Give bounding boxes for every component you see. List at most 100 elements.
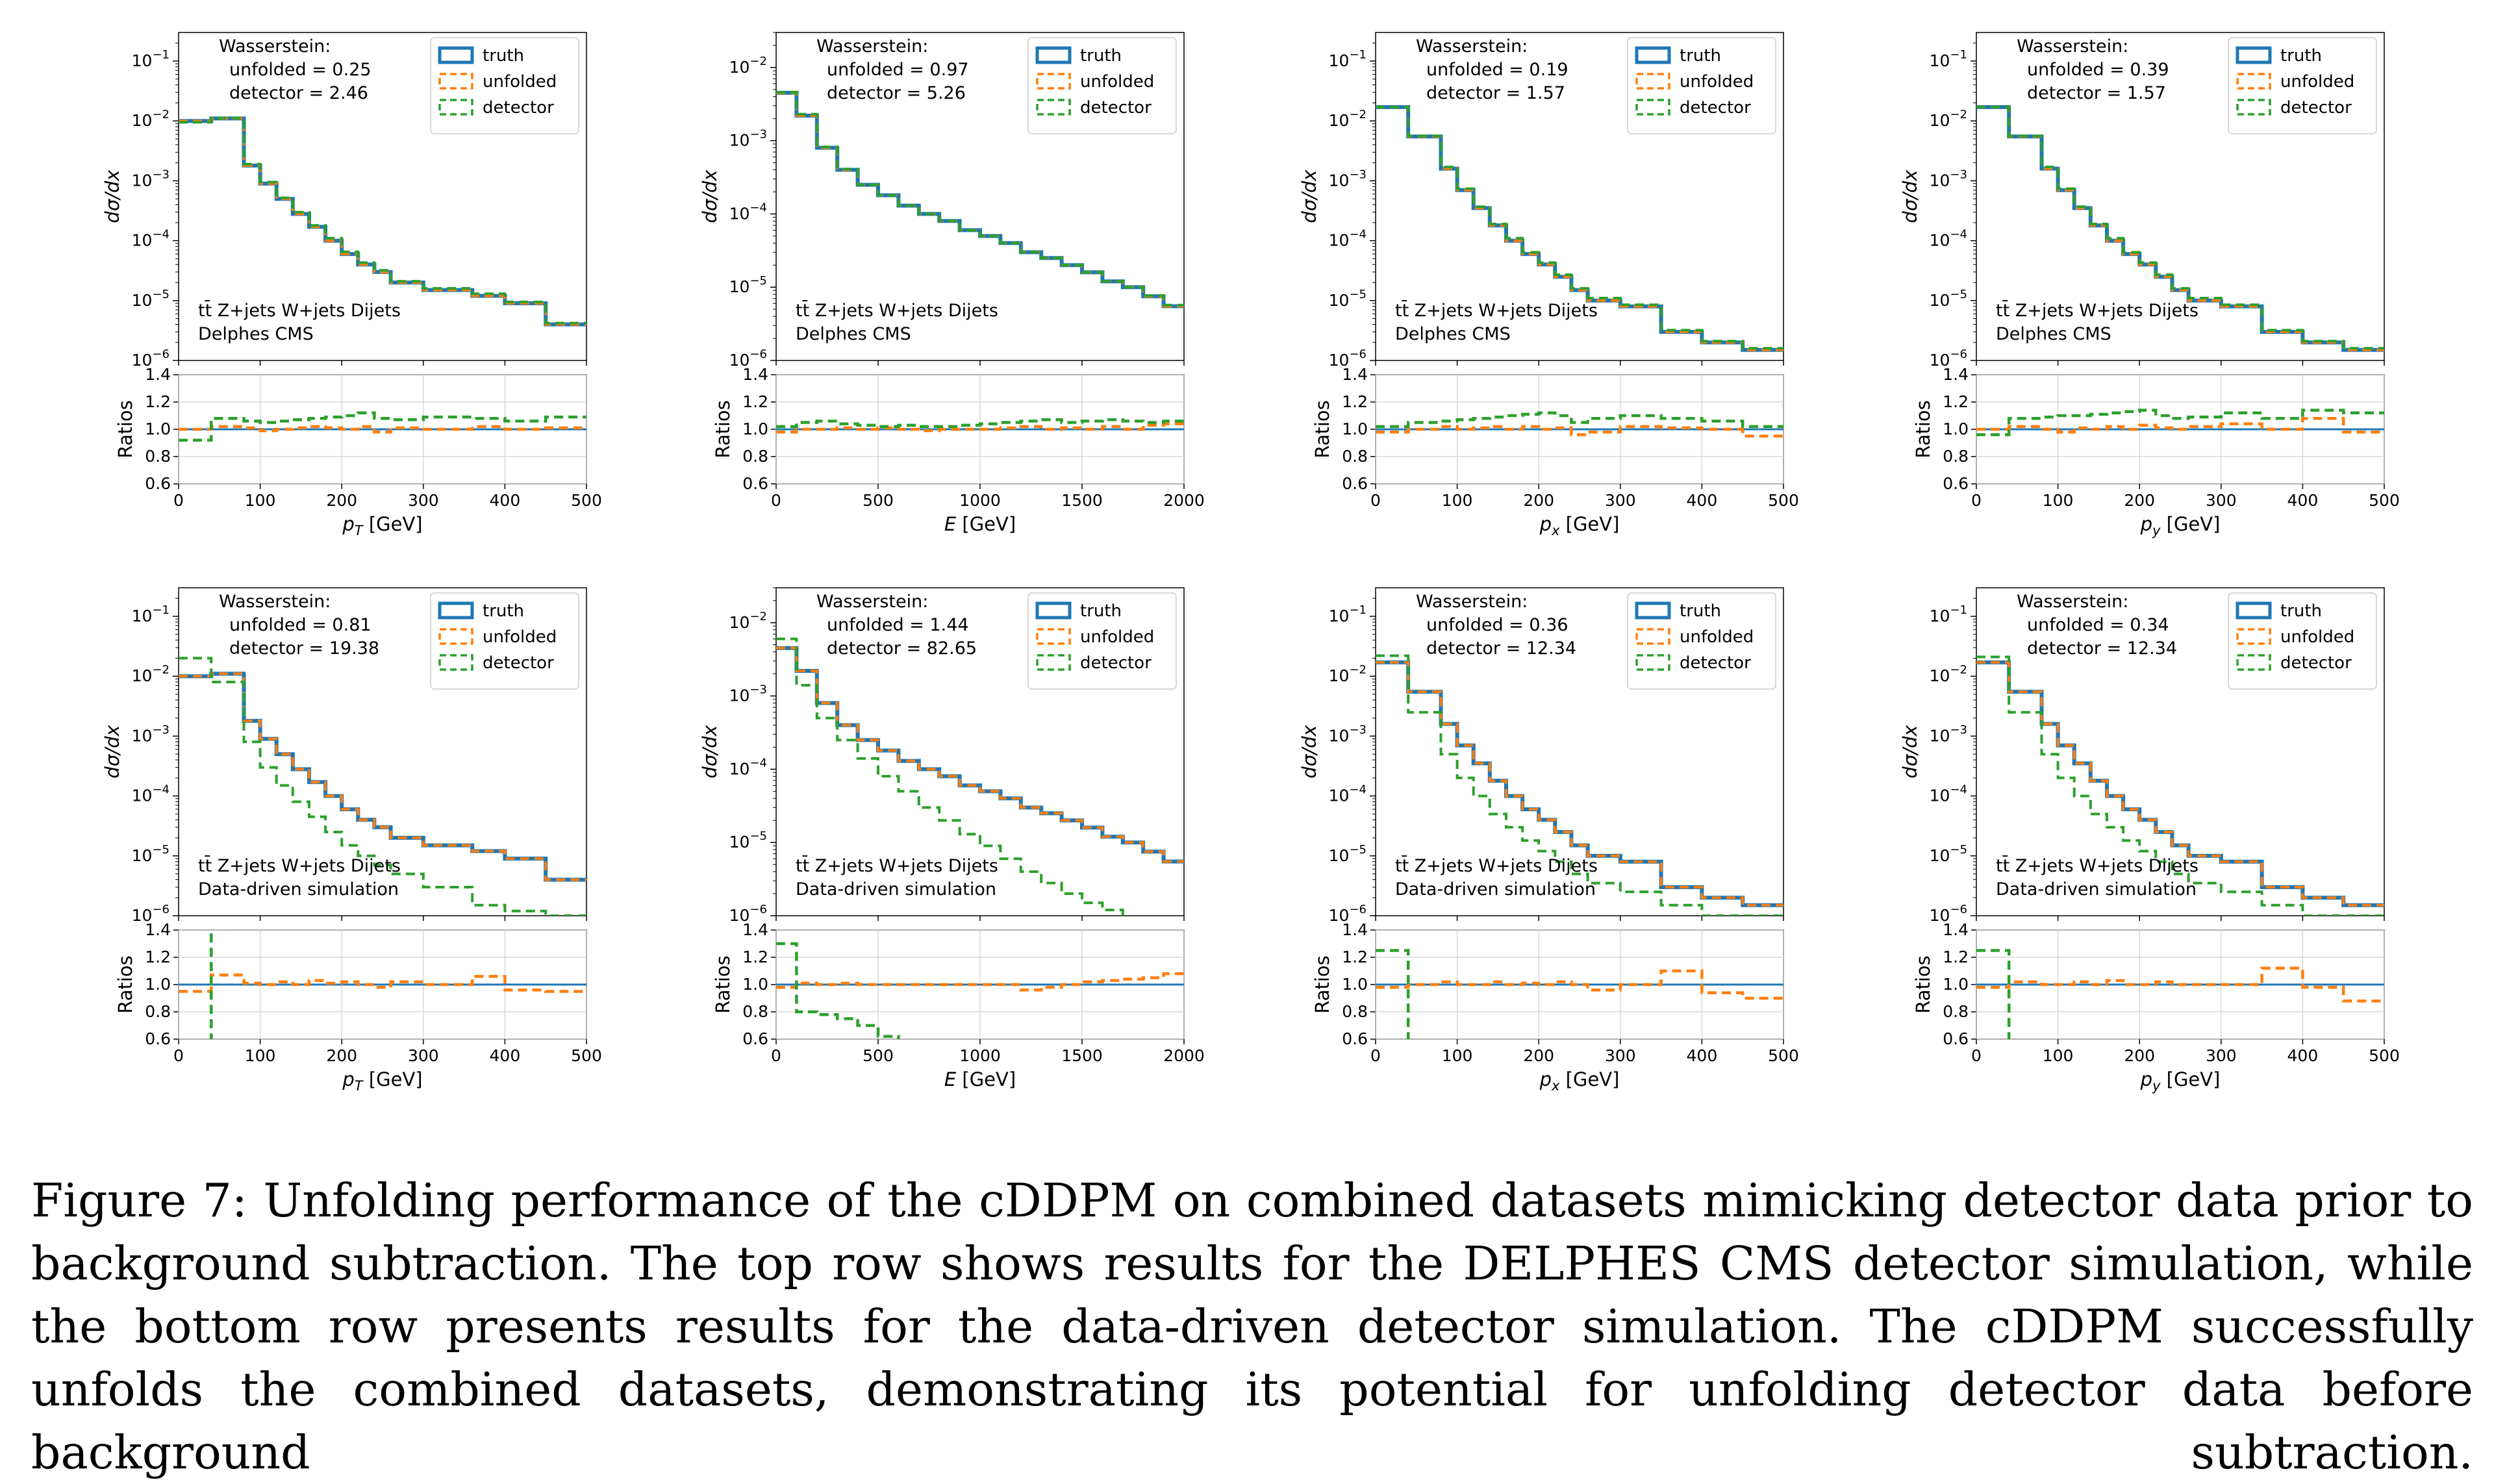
- wasserstein-unfolded: unfolded = 0.36: [1426, 615, 1568, 635]
- x-tick-label: 100: [2043, 491, 2074, 510]
- ratio-y-tick-label: 1.4: [145, 920, 171, 939]
- x-tick-label: 0: [1971, 491, 1982, 510]
- hist-unfolded: [179, 672, 586, 881]
- wasserstein-unfolded: unfolded = 1.44: [827, 615, 969, 635]
- x-tick-label: 500: [2369, 491, 2400, 510]
- x-tick-label: 100: [2043, 1046, 2074, 1065]
- wasserstein-detector: detector = 1.57: [1426, 83, 1565, 103]
- y-axis-label: dσ/dx: [1298, 170, 1320, 223]
- legend-label-truth: truth: [1680, 601, 1721, 621]
- x-tick-label: 500: [571, 1046, 602, 1065]
- ratio-unfolded: [179, 425, 586, 434]
- legend-swatch-truth: [2236, 46, 2272, 64]
- main-y-ticks: 10−6 10−5 10−4 10−3 10−2: [729, 32, 776, 370]
- x-tick-label: 300: [408, 1046, 439, 1065]
- ratio-y-tick-label: 1.2: [1342, 948, 1368, 966]
- wasserstein-title: Wasserstein:: [219, 36, 331, 57]
- legend-label-truth: truth: [2280, 601, 2322, 621]
- simulation-label: Delphes CMS: [1395, 324, 1511, 344]
- legend-swatch-unfolded: [2236, 628, 2271, 645]
- y-axis-label: dσ/dx: [1899, 725, 1921, 779]
- ratio-y-tick-label: 1.0: [145, 420, 171, 438]
- wasserstein-title: Wasserstein:: [1416, 36, 1528, 57]
- y-axis-label: dσ/dx: [101, 725, 123, 779]
- wasserstein-title: Wasserstein:: [1416, 592, 1528, 612]
- legend: truth unfolded detector: [430, 37, 579, 134]
- ratio-y-label: Ratios: [1912, 955, 1934, 1014]
- ratio-grid: 0.6 0.8 1.0 1.2 1.4 0 100 200 300 400 500: [1342, 365, 1799, 510]
- legend-label-unfolded: unfolded: [2280, 72, 2354, 92]
- main-histograms: [179, 116, 586, 327]
- ratio-grid: 0.6 0.8 1.0 1.2 1.4 0 100 200 300 400 500: [1943, 365, 2400, 510]
- y-axis-label: dσ/dx: [699, 725, 721, 779]
- ratio-y-label: Ratios: [712, 955, 734, 1014]
- main-histograms: [776, 90, 1184, 308]
- main-histograms: [1376, 654, 1783, 916]
- figure-caption: Figure 7: Unfolding performance of the c…: [31, 1174, 2473, 1479]
- legend-swatch-unfolded: [438, 628, 473, 645]
- figure-svg: 10−6 10−5 10−4 10−3 10−2 10−1 dσ/dx Wasserstein…: [101, 32, 2400, 1094]
- legend-label-detector: detector: [1680, 653, 1751, 673]
- y-tick-label: 10−2: [1930, 108, 1967, 130]
- x-axis-label: E [GeV]: [944, 1068, 1016, 1090]
- hist-truth: [179, 116, 586, 327]
- legend-swatch-detector: [1036, 99, 1071, 116]
- hist-truth: [179, 672, 586, 882]
- panel-top-1: 10−6 10−5 10−4 10−3 10−2 dσ/dx Wasserstein: unf…: [699, 32, 1205, 535]
- process-label: tt̄ Z+jets W+jets Dijets: [1996, 300, 2198, 321]
- main-axes: [178, 587, 587, 916]
- main-histograms: [1976, 655, 2384, 916]
- ratio-y-tick-label: 0.6: [742, 1029, 768, 1048]
- legend-label-unfolded: unfolded: [1680, 627, 1754, 647]
- legend-swatch-unfolded: [1036, 73, 1071, 90]
- legend-swatch-detector: [438, 654, 473, 671]
- figure-panels: 10−6 10−5 10−4 10−3 10−2 10−1 dσ/dx Wasserstein…: [101, 32, 2400, 1094]
- ratio-y-tick-label: 1.4: [1342, 365, 1368, 384]
- main-histograms: [1376, 105, 1783, 352]
- y-tick-label: 10−5: [1329, 843, 1367, 865]
- ratio-y-tick-label: 1.2: [145, 948, 171, 966]
- legend-swatch-truth: [1635, 601, 1671, 620]
- panel-top-3: 10−6 10−5 10−4 10−3 10−2 10−1 dσ/dx Wasserstein…: [1899, 32, 2400, 538]
- ratio-y-tick-label: 0.6: [145, 474, 171, 493]
- ratio-y-tick-label: 0.8: [1943, 1002, 1969, 1021]
- y-tick-label: 10−3: [729, 683, 767, 705]
- legend-label-detector: detector: [483, 653, 554, 673]
- ratio-y-tick-label: 0.8: [145, 447, 171, 466]
- x-tick-label: 200: [326, 1046, 357, 1065]
- x-tick-label: 0: [1971, 1046, 1982, 1065]
- wasserstein-detector: detector = 12.34: [1426, 638, 1576, 659]
- ratio-detector: [1376, 411, 1783, 429]
- legend-swatch-truth: [1635, 46, 1671, 64]
- legend-label-truth: truth: [1080, 46, 1122, 66]
- y-tick-label: 10−1: [1930, 48, 1967, 70]
- y-axis-label: dσ/dx: [101, 170, 123, 223]
- y-tick-label: 10−6: [1930, 347, 1967, 370]
- x-axis-label: E [GeV]: [944, 513, 1016, 535]
- y-tick-label: 10−4: [132, 783, 170, 805]
- main-y-ticks: 10−610−510−410−310−210−1: [1329, 597, 1376, 925]
- y-tick-label: 10−1: [132, 603, 170, 625]
- y-tick-label: 10−3: [132, 168, 170, 190]
- x-tick-label: 0: [173, 1046, 184, 1065]
- simulation-label: Delphes CMS: [796, 324, 911, 344]
- legend-swatch-unfolded: [1635, 628, 1670, 645]
- y-tick-label: 10−4: [1930, 783, 1967, 805]
- panel-top-0: 10−610−510−410−310−210−1dσ/dxWasserstein…: [101, 32, 602, 538]
- ratio-y-label: Ratios: [114, 400, 136, 459]
- simulation-label: Data-driven simulation: [1395, 879, 1596, 899]
- ratio-y-tick-label: 1.2: [742, 392, 768, 411]
- hist-unfolded: [179, 117, 586, 326]
- x-tick-label: 0: [1370, 491, 1381, 510]
- main-y-ticks: 10−610−510−410−310−210−1: [1930, 597, 1976, 925]
- ratio-histograms: [179, 930, 586, 1039]
- wasserstein-detector: detector = 1.57: [2027, 83, 2166, 103]
- legend-label-truth: truth: [1080, 601, 1122, 621]
- ratio-y-tick-label: 0.8: [1342, 447, 1368, 466]
- x-axis-label: pT [GeV]: [342, 513, 422, 538]
- ratio-y-tick-label: 0.6: [1342, 1029, 1368, 1048]
- legend-swatch-truth: [438, 46, 474, 64]
- y-tick-label: 10−3: [1329, 168, 1367, 190]
- ratio-y-tick-label: 1.4: [145, 365, 171, 384]
- wasserstein-unfolded: unfolded = 0.25: [229, 60, 372, 80]
